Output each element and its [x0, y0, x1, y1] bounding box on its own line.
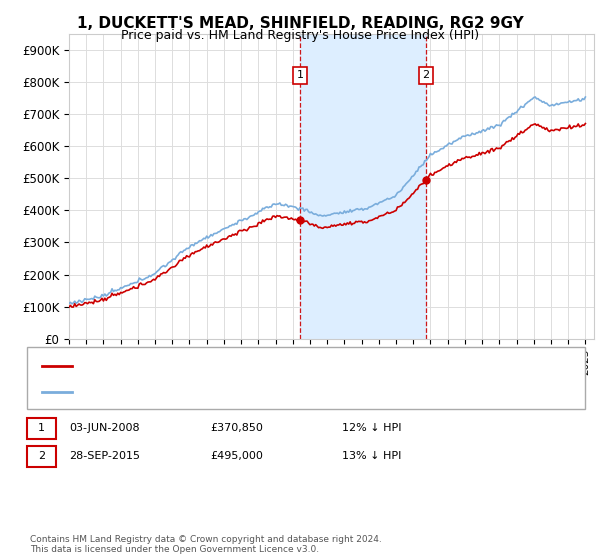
Text: 1: 1 — [296, 71, 304, 81]
Text: 03-JUN-2008: 03-JUN-2008 — [69, 423, 140, 433]
Text: 2: 2 — [38, 451, 45, 461]
Text: £370,850: £370,850 — [210, 423, 263, 433]
Text: 1, DUCKETT'S MEAD, SHINFIELD, READING, RG2 9GY (detached house): 1, DUCKETT'S MEAD, SHINFIELD, READING, R… — [81, 361, 448, 371]
Text: 1: 1 — [38, 423, 45, 433]
Text: HPI: Average price, detached house, Wokingham: HPI: Average price, detached house, Woki… — [81, 387, 335, 397]
Text: 12% ↓ HPI: 12% ↓ HPI — [342, 423, 401, 433]
Text: 13% ↓ HPI: 13% ↓ HPI — [342, 451, 401, 461]
Text: 2: 2 — [422, 71, 430, 81]
Text: Price paid vs. HM Land Registry's House Price Index (HPI): Price paid vs. HM Land Registry's House … — [121, 29, 479, 42]
Text: 1, DUCKETT'S MEAD, SHINFIELD, READING, RG2 9GY: 1, DUCKETT'S MEAD, SHINFIELD, READING, R… — [77, 16, 523, 31]
Text: 28-SEP-2015: 28-SEP-2015 — [69, 451, 140, 461]
Text: £495,000: £495,000 — [210, 451, 263, 461]
Text: Contains HM Land Registry data © Crown copyright and database right 2024.
This d: Contains HM Land Registry data © Crown c… — [30, 535, 382, 554]
Bar — [300, 34, 426, 339]
